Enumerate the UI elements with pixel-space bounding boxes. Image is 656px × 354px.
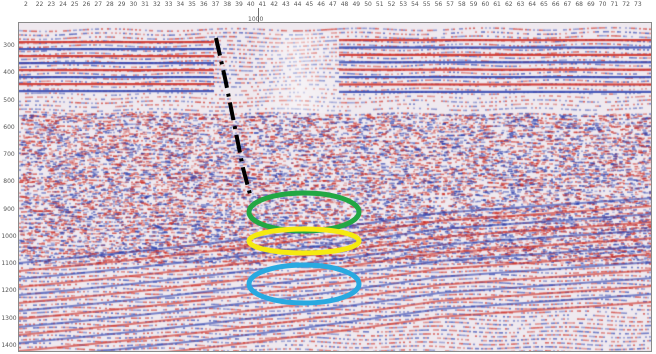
marker-line [258,8,259,26]
left-tick-label: 1400 [1,342,17,349]
left-tick-label: 1200 [1,287,17,295]
left-tick-label: 1100 [1,260,17,268]
top-tick-label: 35 [188,1,196,8]
top-tick-label: 66 [551,1,560,8]
left-tick-label: 500 [3,96,15,104]
top-tick-label: 46 [317,1,325,8]
top-tick-label: 44 [293,1,302,8]
top-tick-label: 65 [540,1,548,8]
top-tick-label: 63 [516,1,525,8]
top-tick-label: 28 [106,1,114,8]
top-tick-label: 32 [153,1,161,8]
top-axis-ticks: 2 22 23 24 25 26 27 28 29 30 31 32 33 34 35 36 37 38 39 40 4… [18,0,652,22]
top-tick-label: 62 [504,1,513,8]
top-tick-label: 57 [446,1,454,8]
top-tick-label: 60 [481,1,490,8]
left-tick-label: 800 [3,178,15,186]
top-tick-label: 24 [59,1,67,8]
marker-label: 1000 [248,16,264,23]
top-tick-label: 2 [24,1,28,8]
top-tick-label: 41 [258,1,267,8]
left-tick-label: 600 [3,123,15,131]
top-tick-label: 40 [246,1,255,8]
left-tick-label: 700 [3,151,15,159]
top-tick-label: 34 [176,1,185,8]
left-axis-ticks: 300 400 500 600 700 800 900 1000 1100 1200 1300 140… [0,22,18,352]
top-tick-label: 43 [282,1,290,8]
top-tick-label: 54 [411,1,419,8]
top-tick-label: 49 [352,1,361,8]
left-tick-label: 300 [3,42,15,49]
top-tick-label: 30 [129,1,138,8]
top-tick-label: 61 [493,1,501,8]
top-tick-label: 48 [340,1,349,8]
left-tick-label: 900 [3,205,15,213]
ellipse-middle [246,226,362,256]
left-tick-label: 1000 [1,232,17,240]
top-tick-label: 50 [364,1,372,8]
top-tick-label: 59 [469,1,478,8]
ellipse-top [246,190,362,234]
top-tick-label: 73 [634,1,642,8]
top-tick-label: 69 [587,1,595,8]
top-tick-label: 58 [458,1,466,8]
top-tick-label: 27 [94,1,103,8]
top-tick-label: 29 [117,1,126,8]
top-tick-label: 38 [223,1,232,8]
top-tick-label: 64 [528,1,537,8]
top-tick-label: 26 [82,1,91,8]
top-tick-label: 39 [235,1,243,8]
top-tick-label: 70 [598,1,607,8]
top-tick-label: 52 [387,1,396,8]
top-tick-label: 22 [35,1,44,8]
top-tick-label: 72 [622,1,630,8]
top-tick-label: 25 [70,1,79,8]
top-tick-label: 23 [47,1,56,8]
fault-line [214,37,253,199]
top-tick-label: 67 [563,1,572,8]
top-tick-label: 42 [270,1,278,8]
top-tick-label: 56 [434,1,443,8]
left-tick-label: 1300 [1,314,17,322]
top-tick-label: 55 [422,1,431,8]
top-tick-label: 45 [305,1,314,8]
top-tick-label: 51 [375,1,384,8]
top-tick-label: 47 [329,1,337,8]
left-tick-label: 400 [3,69,15,77]
seismic-image [19,23,651,351]
interpretation-overlay [214,37,362,306]
top-tick-label: 37 [211,1,220,8]
seismic-plot-frame [18,22,652,352]
top-tick-label: 31 [141,1,149,8]
top-tick-label: 68 [575,1,583,8]
top-tick-label: 33 [164,1,173,8]
top-tick-label: 36 [199,1,208,8]
top-tick-label: 71 [610,1,619,8]
ellipse-bottom [246,262,362,306]
top-tick-label: 53 [399,1,408,8]
